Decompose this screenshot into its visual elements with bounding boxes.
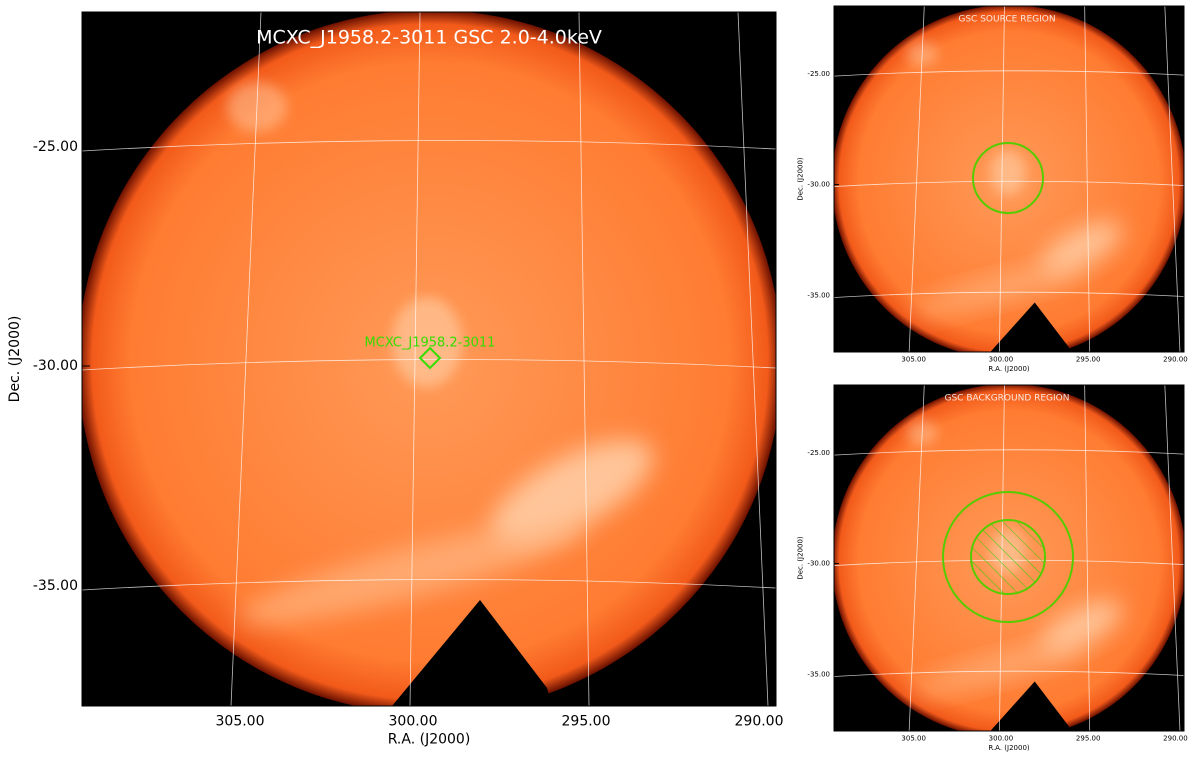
grid-line xyxy=(834,670,1184,677)
notch xyxy=(990,302,1072,352)
source-region xyxy=(972,142,1044,214)
panel-title: MCXC_J1958.2-3011 GSC 2.0-4.0keV xyxy=(256,27,602,49)
x-tick-label: 305.00 xyxy=(216,713,265,729)
grid-line xyxy=(1084,6,1091,352)
notch xyxy=(990,681,1072,731)
x-tick-label: 290.00 xyxy=(735,713,784,729)
y-tick-label: -30.00 xyxy=(33,358,78,374)
grid-line xyxy=(834,291,1184,298)
x-tick-label: 300.00 xyxy=(989,356,1014,364)
axes-frame xyxy=(81,11,777,707)
x-axis-label: R.A. (J2000) xyxy=(988,744,1030,752)
x-axis-label: R.A. (J2000) xyxy=(988,365,1030,373)
grid-line xyxy=(82,140,776,152)
source-marker xyxy=(418,346,442,370)
emission xyxy=(392,297,462,387)
x-tick-label: 295.00 xyxy=(1076,356,1101,364)
y-tick-label: -35.00 xyxy=(807,291,830,299)
grid-line xyxy=(409,12,421,706)
x-tick-label: 295.00 xyxy=(562,713,611,729)
axes-frame xyxy=(833,5,1185,353)
panel xyxy=(82,12,776,706)
excluded-source-region xyxy=(970,519,1046,595)
grid-line xyxy=(1084,385,1091,731)
y-axis-label: Dec. (J2000) xyxy=(7,316,23,403)
panel-title: GSC BACKGROUND REGION xyxy=(945,394,1070,404)
grid-line xyxy=(834,70,1184,77)
grid-line xyxy=(908,385,925,731)
x-tick-label: 300.00 xyxy=(989,735,1014,743)
y-tick-label: -30.00 xyxy=(807,181,830,189)
panel xyxy=(834,6,1184,352)
grid-line xyxy=(908,6,925,352)
grid-line xyxy=(82,359,776,371)
x-axis-label: R.A. (J2000) xyxy=(388,732,471,748)
grid-line xyxy=(230,12,262,706)
grid-line xyxy=(1164,385,1181,731)
x-tick-label: 290.00 xyxy=(1163,735,1188,743)
x-tick-label: 305.00 xyxy=(901,356,926,364)
x-tick-label: 295.00 xyxy=(1076,735,1101,743)
grid-line xyxy=(834,180,1184,187)
y-tick-label: -35.00 xyxy=(33,578,78,594)
grid-line xyxy=(1164,6,1181,352)
grid-line xyxy=(737,12,769,706)
background-region-outer xyxy=(942,491,1074,623)
grid-line xyxy=(82,579,776,591)
x-tick-label: 290.00 xyxy=(1163,356,1188,364)
emission xyxy=(1040,600,1123,654)
axes-frame xyxy=(833,384,1185,732)
notch xyxy=(392,600,552,706)
y-axis-label: Dec. (J2000) xyxy=(796,536,804,580)
grid-line xyxy=(999,6,1005,352)
grid-line xyxy=(834,449,1184,456)
grid-line xyxy=(578,12,590,706)
emission xyxy=(490,439,654,545)
emission xyxy=(1040,221,1123,275)
y-tick-label: -25.00 xyxy=(807,70,830,78)
y-tick-label: -35.00 xyxy=(807,670,830,678)
x-tick-label: 305.00 xyxy=(901,735,926,743)
y-tick-label: -25.00 xyxy=(807,449,830,457)
y-tick-label: -30.00 xyxy=(807,560,830,568)
emission xyxy=(990,149,1026,196)
panel-title: GSC SOURCE REGION xyxy=(958,15,1055,25)
y-axis-label: Dec. (J2000) xyxy=(796,157,804,201)
y-tick-label: -25.00 xyxy=(33,139,78,155)
source-label: MCXC_J1958.2-3011 xyxy=(365,336,496,351)
x-tick-label: 300.00 xyxy=(389,713,438,729)
